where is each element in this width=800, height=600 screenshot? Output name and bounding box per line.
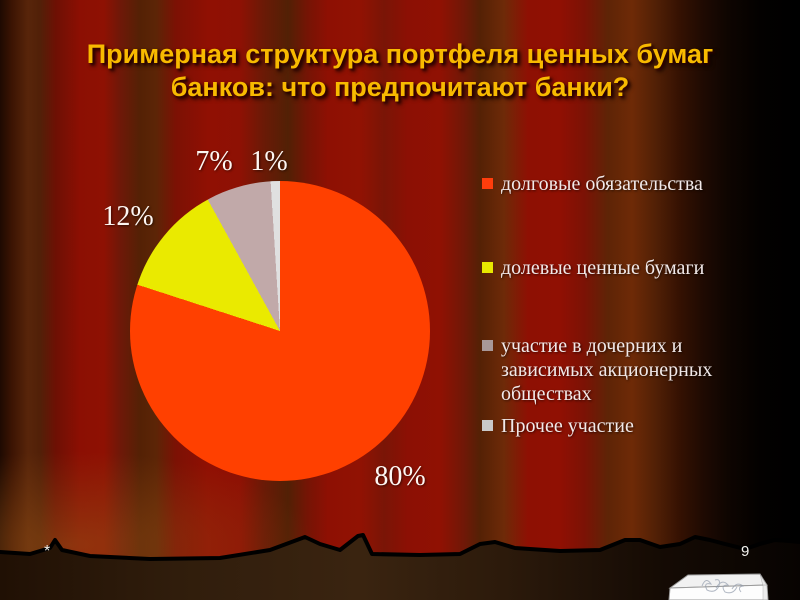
legend-item-equity: долевые ценные бумаги [482,256,724,280]
legend-swatch-lightgray-icon [482,420,493,431]
legend-label: участие в дочерних и зависимых акционерн… [501,335,713,405]
bottom-wave-divider [0,533,800,600]
slide-title: Примерная структура портфеля ценных бума… [86,39,714,103]
legend-label: долевые ценные бумаги [501,257,705,279]
pie-chart [130,181,430,481]
legend-item-subsidiaries: участие в дочерних и зависимых акционерн… [482,334,724,406]
whiteboard-slab-icon [668,573,769,600]
page-number: 9 [741,543,750,560]
pie-label-1: 1% [250,146,288,177]
legend-swatch-yellow-icon [482,262,493,273]
pie-label-7: 7% [195,146,233,177]
legend-label: долговые обязательства [501,173,703,195]
legend-swatch-red-icon [482,178,493,189]
wave-line [0,533,800,561]
legend-label: Прочее участие [501,415,634,437]
pie-label-12: 12% [102,201,154,232]
legend-item-debt: долговые обязательства [482,172,724,196]
legend-swatch-gray-icon [482,340,493,351]
pie-label-80: 80% [374,461,426,492]
legend-item-other: Прочее участие [482,414,724,438]
footnote-marker: * [44,543,51,560]
